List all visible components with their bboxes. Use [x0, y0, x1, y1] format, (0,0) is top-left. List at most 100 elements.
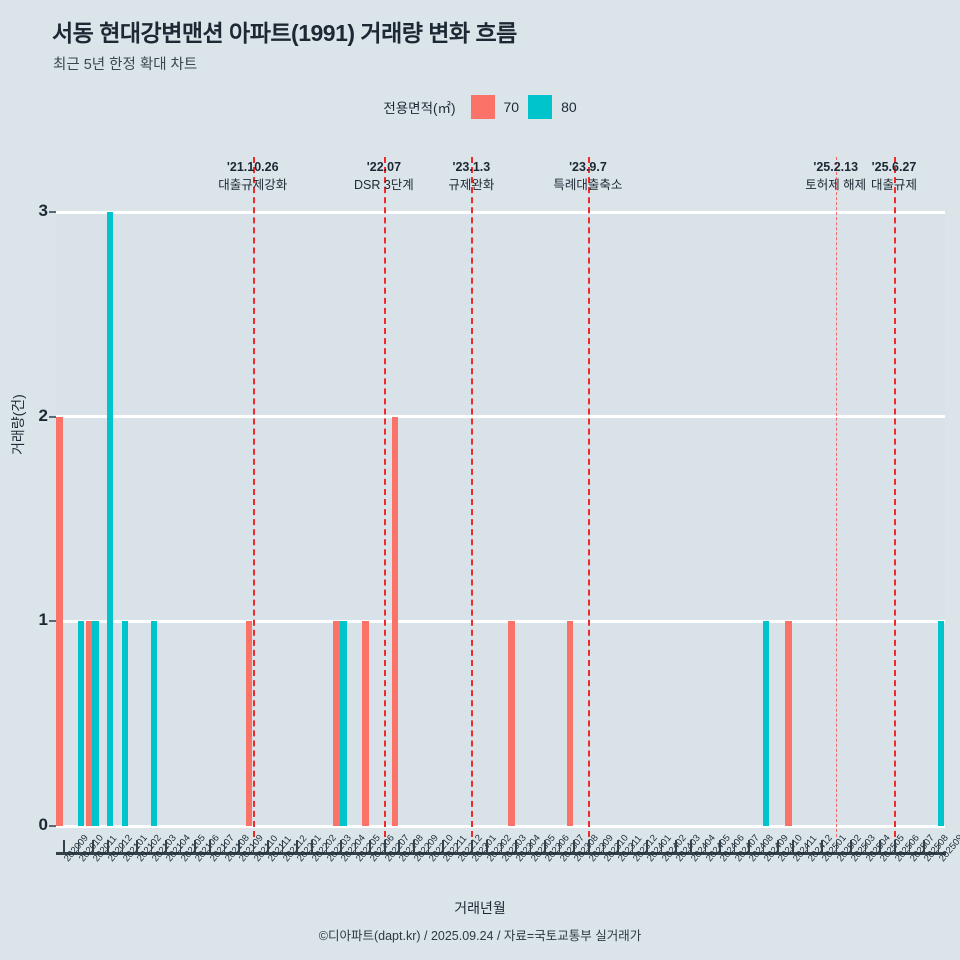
- legend-item-80[interactable]: 80: [528, 95, 577, 119]
- plot-background: [56, 212, 945, 826]
- annotation-date: '25.2.13: [813, 160, 859, 174]
- x-tick-mark: [835, 840, 838, 852]
- x-tick-mark: [325, 840, 328, 852]
- annotation-label-3: '23.9.7 특례대출축소: [528, 158, 648, 194]
- x-tick-mark: [209, 840, 211, 852]
- bar-80-202012[interactable]: [107, 212, 114, 826]
- footer-credit: ©디아파트(dapt.kr) / 2025.09.24 / 자료=국토교통부 실…: [318, 929, 642, 943]
- bar-70-202011[interactable]: [85, 621, 93, 826]
- legend: 전용면적(㎡) 70 80: [0, 95, 960, 119]
- bar-70-202308[interactable]: [566, 621, 573, 826]
- y-tick-mark: [49, 211, 56, 213]
- x-tick-mark: [340, 840, 342, 852]
- legend-title: 전용면적(㎡): [383, 101, 456, 116]
- annotation-label-1: '22.07 DSR 3단계: [324, 158, 444, 194]
- x-tick-mark: [923, 840, 925, 852]
- annotation-text: 토허제 해제: [805, 178, 867, 193]
- x-tick-mark: [937, 840, 940, 852]
- legend-swatch-80: [528, 95, 553, 119]
- bar-70-202304[interactable]: [508, 621, 515, 826]
- x-tick-mark: [398, 840, 401, 852]
- x-axis-title: 거래년월: [454, 900, 506, 916]
- y-tick-mark: [49, 415, 56, 418]
- annotation-text: 대출규제강화: [218, 178, 288, 193]
- x-tick-mark: [908, 840, 911, 852]
- bar-70-202206[interactable]: [362, 621, 369, 826]
- x-tick-mark: [791, 840, 794, 852]
- bar-80-202103[interactable]: [150, 621, 158, 826]
- x-tick-mark: [223, 840, 226, 852]
- y-tick-label: 0: [38, 815, 48, 834]
- legend-item-70[interactable]: 70: [470, 95, 519, 119]
- x-tick-mark: [427, 840, 430, 852]
- annotation-text: 특례대출축소: [553, 178, 623, 193]
- x-tick-mark: [136, 840, 138, 852]
- annotation-line-1: [383, 157, 386, 837]
- annotation-date: '25.6.27: [871, 160, 917, 174]
- plot-area: [56, 157, 945, 837]
- x-tick-mark: [194, 840, 197, 852]
- x-tick-mark: [733, 840, 736, 852]
- gridline: [56, 619, 945, 623]
- x-tick-mark: [500, 840, 503, 852]
- annotation-label-0: '21.10.26 대출규제강화: [193, 158, 313, 194]
- y-tick-mark: [49, 620, 56, 623]
- x-tick-mark: [165, 840, 167, 852]
- x-tick-mark: [238, 840, 240, 852]
- bar-70-202009[interactable]: [56, 416, 63, 826]
- bar-80-202101[interactable]: [121, 621, 129, 826]
- x-tick-mark: [281, 840, 284, 852]
- x-tick-mark: [383, 840, 386, 852]
- legend-swatch-70: [470, 95, 495, 119]
- bar-80-202204[interactable]: [340, 621, 347, 826]
- x-tick-mark: [850, 840, 852, 852]
- bar-70-202204[interactable]: [333, 621, 340, 826]
- x-tick-mark: [77, 840, 80, 852]
- x-tick-mark: [893, 840, 896, 852]
- bar-80-202409[interactable]: [762, 621, 770, 826]
- annotation-date: '23.1.3: [452, 160, 491, 174]
- annotation-line-3: [587, 157, 590, 837]
- x-tick-mark: [296, 840, 299, 852]
- annotation-line-5: [893, 157, 896, 837]
- x-tick-mark: [719, 840, 721, 852]
- annotation-text: 규제완화: [448, 178, 495, 193]
- x-tick-mark: [660, 840, 663, 852]
- x-tick-mark: [573, 840, 575, 852]
- y-tick-label: 1: [38, 610, 48, 630]
- bar-70-202208[interactable]: [391, 416, 399, 826]
- x-tick-mark: [311, 840, 313, 852]
- x-tick-mark: [92, 840, 95, 852]
- x-tick-mark: [675, 840, 677, 852]
- x-tick-mark: [646, 840, 648, 852]
- annotation-label-4: '25.2.13 토허제 해제: [776, 158, 896, 194]
- x-tick-mark: [748, 840, 750, 852]
- x-tick-mark: [762, 840, 765, 852]
- chart-subtitle: 최근 5년 한정 확대 차트: [53, 57, 198, 73]
- bar-70-202110[interactable]: [245, 621, 253, 826]
- x-tick-mark: [179, 840, 182, 852]
- x-tick-mark: [821, 840, 823, 852]
- bar-80-202011[interactable]: [92, 621, 99, 826]
- x-tick-mark: [442, 840, 444, 852]
- legend-label-80: 80: [561, 99, 577, 115]
- x-tick-mark: [63, 840, 65, 852]
- x-tick-mark: [354, 840, 357, 852]
- x-tick-mark: [689, 840, 692, 852]
- y-tick-label: 2: [38, 405, 48, 425]
- annotation-date: '21.10.26: [226, 160, 279, 174]
- annotation-label-5: '25.6.27 대출규제: [834, 158, 954, 194]
- bar-80-202010[interactable]: [77, 621, 85, 826]
- x-tick-mark: [777, 840, 779, 852]
- x-tick-mark: [617, 840, 619, 852]
- bar-70-202411[interactable]: [785, 621, 792, 826]
- gridline: [56, 210, 945, 214]
- bar-80-202509[interactable]: [937, 621, 945, 826]
- y-tick-label: 3: [38, 201, 48, 220]
- gridline: [56, 824, 945, 828]
- x-tick-mark: [267, 840, 269, 852]
- x-tick-mark: [864, 840, 867, 852]
- x-tick-mark: [107, 840, 109, 852]
- x-tick-mark: [150, 840, 153, 852]
- x-tick-mark: [602, 840, 605, 852]
